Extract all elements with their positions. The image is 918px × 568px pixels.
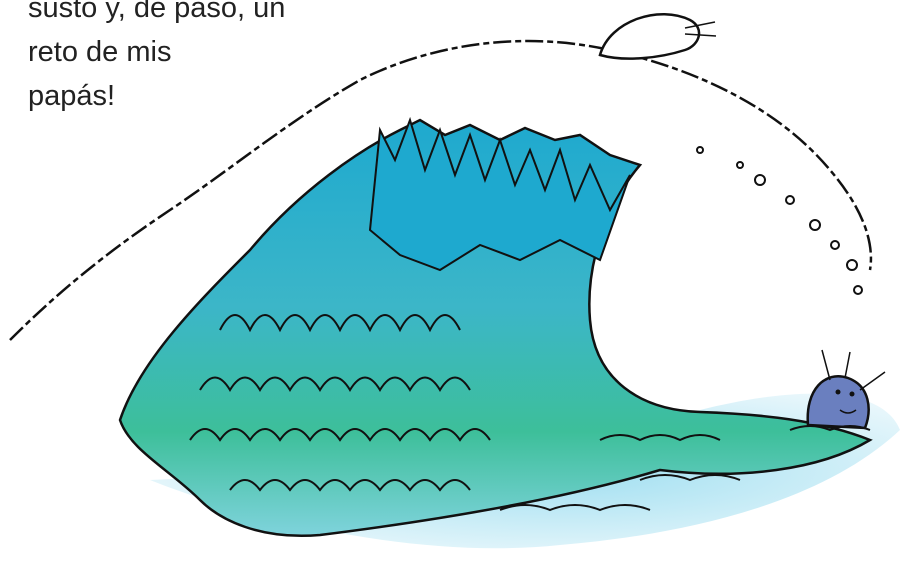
story-line-3: papás! <box>28 80 116 112</box>
story-text: susto y, de paso, un reto de mis papás! <box>28 0 348 118</box>
spray-droplets <box>696 146 863 295</box>
seal-water <box>789 349 886 432</box>
foam-arc <box>9 39 873 341</box>
story-line-2: reto de mis <box>28 36 172 68</box>
wave-body <box>118 118 873 537</box>
wave-squiggles <box>189 314 741 512</box>
wave-crest <box>368 116 631 272</box>
seal-top <box>598 12 717 60</box>
story-line-1: susto y, de paso, un <box>28 0 286 24</box>
